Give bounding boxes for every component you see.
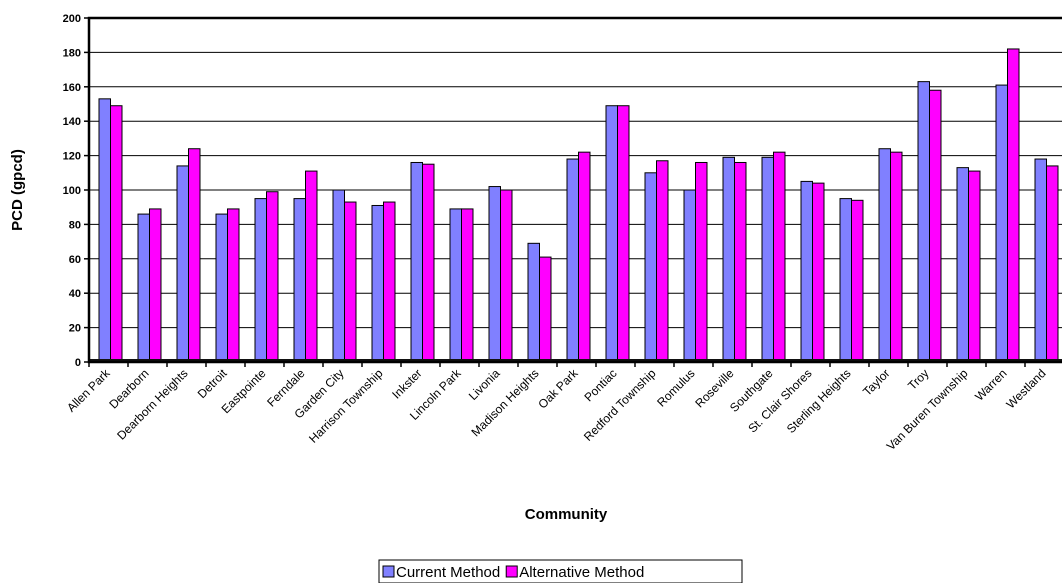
y-tick-label: 40 (69, 288, 81, 300)
bar-current-ferndale (293, 198, 306, 363)
bar-current-van-buren-township (956, 167, 969, 363)
bar-current-livonia (488, 186, 501, 363)
bar-current-pontiac (605, 105, 618, 363)
x-tick-label: Livonia (466, 366, 503, 403)
bar-current-westland (1034, 158, 1047, 363)
bar-alternative-harrison-township (383, 201, 396, 363)
x-tick-label: Troy (905, 366, 932, 393)
legend-label-alternative: Alternative Method (519, 564, 644, 581)
bar-current-romulus (683, 189, 696, 363)
y-axis-title: PCD (gpcd) (9, 149, 26, 231)
bar-alternative-garden-city (344, 201, 357, 363)
bar-alternative-southgate (773, 151, 786, 363)
bar-alternative-redford-township (656, 160, 669, 363)
bar-alternative-eastpointe (266, 191, 279, 363)
bar-alternative-troy (929, 89, 942, 363)
legend-box (378, 559, 743, 583)
bar-current-allen-park (98, 98, 111, 363)
y-tick-label: 20 (69, 323, 81, 335)
x-tick-label: Oak Park (535, 366, 581, 412)
bar-alternative-lincoln-park (461, 208, 474, 363)
y-tick-label: 180 (63, 47, 81, 59)
y-tick-label: 120 (63, 151, 81, 163)
bar-current-detroit (215, 213, 228, 363)
y-tick-label: 160 (63, 82, 81, 94)
x-tick-label: Taylor (860, 366, 893, 399)
bar-alternative-detroit (227, 208, 240, 363)
x-tick-label: Dearborn Heights (114, 366, 190, 442)
bar-current-st-clair-shores (800, 180, 813, 363)
bar-alternative-ferndale (305, 170, 318, 363)
x-tick-label: Redford Township (581, 366, 659, 444)
bar-alternative-warren (1007, 48, 1020, 363)
x-tick-label: Detroit (195, 366, 230, 401)
bar-alternative-westland (1046, 165, 1059, 363)
bar-alternative-sterling-heights (851, 199, 864, 363)
legend-swatch-alternative (505, 565, 518, 578)
bar-current-eastpointe (254, 198, 267, 363)
y-axis-ticks: 0 20 40 60 80 100 120 140 160 180 200 (63, 13, 89, 369)
x-tick-label: Pontiac (581, 366, 619, 404)
bar-alternative-allen-park (110, 105, 123, 363)
x-tick-label: Inkster (389, 366, 424, 401)
y-tick-label: 200 (63, 13, 81, 25)
x-tick-label: Warren (972, 366, 1009, 403)
x-tick-label: Romulus (654, 366, 697, 409)
bar-current-oak-park (566, 158, 579, 363)
bars (98, 48, 1059, 363)
y-tick-label: 100 (63, 185, 81, 197)
bar-current-taylor (878, 148, 891, 363)
y-tick-label: 0 (75, 357, 81, 369)
bar-alternative-madison-heights (539, 256, 552, 363)
bar-alternative-livonia (500, 189, 513, 363)
bar-alternative-taylor (890, 151, 903, 363)
bar-current-redford-township (644, 172, 657, 363)
bar-current-southgate (761, 156, 774, 363)
bar-alternative-pontiac (617, 105, 630, 363)
bar-current-sterling-heights (839, 198, 852, 363)
bar-alternative-dearborn-heights (188, 148, 201, 363)
x-tick-label: Allen Park (64, 366, 113, 415)
y-tick-label: 80 (69, 219, 81, 231)
legend: Current Method Alternative Method (378, 559, 743, 583)
bar-current-roseville (722, 156, 735, 363)
bar-current-warren (995, 84, 1008, 363)
bar-current-lincoln-park (449, 208, 462, 363)
bar-current-garden-city (332, 189, 345, 363)
bar-alternative-van-buren-township (968, 170, 981, 363)
x-tick-label: Madison Heights (469, 366, 542, 439)
bar-current-troy (917, 81, 930, 363)
bar-current-dearborn (137, 213, 150, 363)
bar-current-inkster (410, 161, 423, 363)
x-axis-title: Community (525, 506, 608, 523)
x-tick-label: Westland (1003, 366, 1048, 411)
bar-alternative-dearborn (149, 208, 162, 363)
legend-label-current: Current Method (396, 564, 500, 581)
legend-swatch-current (382, 565, 395, 578)
bar-alternative-roseville (734, 161, 747, 363)
y-tick-label: 140 (63, 116, 81, 128)
bar-alternative-inkster (422, 163, 435, 363)
y-tick-label: 60 (69, 254, 81, 266)
x-tick-label: Harrison Township (306, 366, 386, 446)
bar-alternative-st-clair-shores (812, 182, 825, 363)
bar-current-dearborn-heights (176, 165, 189, 363)
bar-alternative-oak-park (578, 151, 591, 363)
bar-alternative-romulus (695, 161, 708, 363)
bar-current-madison-heights (527, 242, 540, 363)
bar-current-harrison-township (371, 204, 384, 363)
